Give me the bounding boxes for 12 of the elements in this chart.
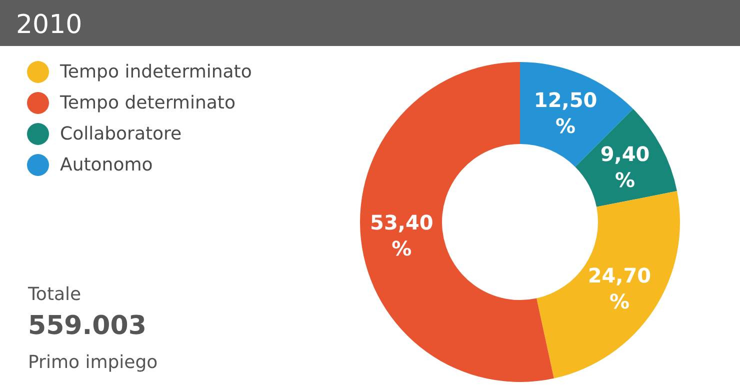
text: Primo impiego	[28, 352, 158, 373]
legend-label: Tempo determinato	[59, 92, 236, 114]
data-label: 9,40 %	[600, 142, 650, 192]
legend-label: Tempo indeterminato	[59, 62, 252, 82]
legend-label: Collaboratore	[60, 124, 182, 144]
data-label: 24,70 %	[588, 263, 652, 314]
chart-title: 2010	[16, 10, 82, 40]
legend-label: Autonomo	[60, 154, 153, 176]
data-label: 53,40 %	[370, 210, 434, 261]
text: 559.003	[28, 311, 146, 341]
data-label: 12,50 %	[534, 88, 598, 138]
text: Totale	[27, 284, 82, 305]
